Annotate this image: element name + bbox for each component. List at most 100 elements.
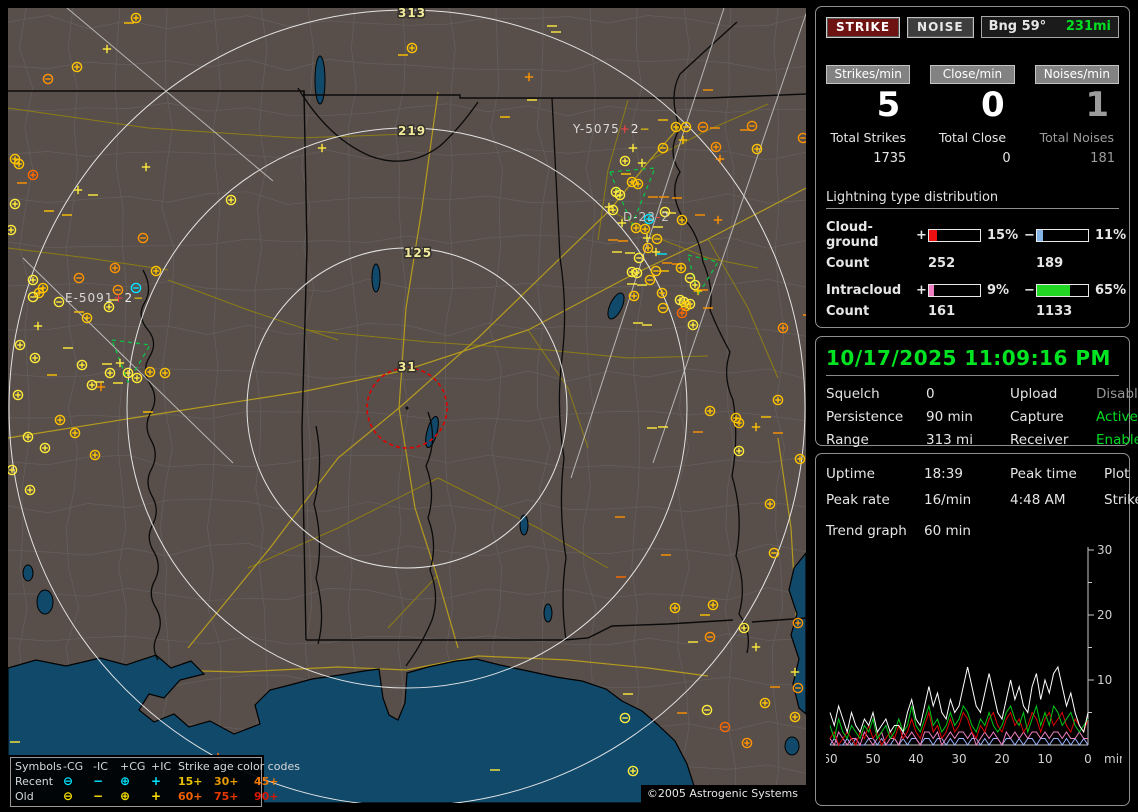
status-panel: 10/17/2025 11:09:16 PM Squelch 0 Upload … [815, 336, 1138, 448]
rate-value: 1 [1085, 85, 1109, 125]
storm-track-line [652, 12, 806, 464]
strike-symbol [704, 631, 716, 643]
strike-symbol [89, 449, 101, 461]
strike-symbol [137, 232, 149, 244]
pink-line [829, 730, 1088, 747]
strike-symbol [713, 215, 723, 225]
strike-symbol [772, 394, 784, 406]
strike-symbol [738, 622, 750, 634]
strike-symbol [715, 154, 725, 164]
total-value: 181 [1090, 151, 1115, 166]
storm-track-line [66, 8, 274, 182]
strike-symbol [768, 547, 780, 559]
road [597, 99, 629, 241]
strike-symbol [104, 367, 116, 379]
negative-count: 189 [1036, 256, 1064, 271]
storm-cell-label: E-5091+2− [65, 291, 144, 305]
strike-symbol [657, 302, 669, 314]
strike-symbol [27, 291, 39, 303]
legend-header-row: Symbols -CG -IC +CG +IC Strike age color c… [15, 760, 300, 773]
strike-symbol [406, 42, 418, 54]
strike-symbol [676, 307, 688, 319]
atlantic-coast [788, 552, 806, 715]
distribution-title: Lightning type distribution [826, 190, 1119, 209]
strike-symbol [39, 442, 51, 454]
strike-symbol [751, 143, 763, 155]
strike-symbol [27, 274, 39, 286]
rate-chip[interactable]: Noises/min [1034, 65, 1119, 84]
strike-symbol [14, 339, 26, 351]
session-label: Uptime [826, 466, 875, 482]
lake [784, 736, 800, 756]
strike-symbol [657, 142, 669, 154]
strike-button[interactable]: STRIKE [826, 16, 901, 38]
lake [371, 263, 381, 293]
status-label: Receiver [1010, 432, 1069, 448]
map-canvas[interactable]: 313 219 125 31 Y-5075+2− D-23-2 E-5091+2− [8, 8, 806, 803]
total-label: Total Strikes [830, 130, 906, 145]
strike-symbol [651, 247, 661, 257]
status-value: 0 [926, 386, 935, 402]
strike-symbol [86, 379, 98, 391]
river [297, 87, 479, 162]
trend-graph-value: 60 min [924, 523, 971, 539]
total-value: 0 [1002, 151, 1011, 166]
negative-pct: 11% [1095, 227, 1127, 243]
positive-bar [928, 284, 981, 297]
status-value: 90 min [926, 409, 973, 425]
road [167, 279, 339, 341]
rate-value: 5 [876, 85, 901, 125]
strike-symbol [29, 352, 41, 364]
legend-old-row: Old ⊖ − ⊕ +60+ 75+ 90+ [15, 789, 279, 803]
strike-symbol [141, 162, 151, 172]
distribution-row: Intracloud + 9% − 65% [826, 283, 1126, 298]
dist-type-label: Intracloud [826, 283, 902, 298]
storm-cell-label: Y-5075+2− [572, 122, 651, 136]
status-label: Upload [1010, 386, 1058, 402]
strike-symbol [651, 233, 663, 245]
bearing-readout: Bng 59° 231mi [980, 16, 1119, 38]
strike-symbol [759, 697, 771, 709]
strike-symbol [680, 121, 692, 133]
x-tick-label: 20 [994, 752, 1009, 766]
noise-button[interactable]: NOISE [907, 16, 974, 38]
storm-track-line [22, 257, 234, 464]
strike-symbol [9, 198, 21, 210]
x-axis-unit: min [1104, 752, 1122, 766]
session-grid: Uptime 18:39 Peak time Plot Peak rate 16/… [826, 466, 1138, 508]
session-value: Plot [1104, 466, 1130, 482]
range-ring-label: 219 [398, 124, 426, 138]
strike-symbol [687, 319, 699, 331]
strike-symbol [626, 176, 638, 188]
highway [405, 655, 709, 677]
x-tick-label: 10 [1037, 752, 1052, 766]
strike-symbol [131, 372, 143, 384]
road [387, 575, 438, 629]
state-border [301, 90, 308, 641]
range-ring-label: 31 [398, 360, 417, 374]
count-row: Count 252 189 [826, 256, 1119, 271]
road [305, 329, 709, 359]
strike-symbol [8, 224, 17, 236]
strike-symbol [53, 296, 65, 308]
dist-type-label: Cloud-ground [826, 220, 879, 250]
legend-recent-row: Recent ⊖ − ⊕ +15+ 30+ 45+ [15, 774, 279, 788]
strike-symbol [150, 265, 162, 277]
strike-symbol [76, 359, 88, 371]
y-tick-label: 30 [1097, 543, 1112, 557]
rate-chip[interactable]: Close/min [930, 65, 1015, 84]
close-alarm-ring [366, 367, 448, 449]
rate-chip[interactable]: Strikes/min [826, 65, 911, 84]
x-tick-label: 0 [1084, 752, 1092, 766]
session-value: Strike [1104, 492, 1138, 508]
strike-symbol [644, 274, 656, 286]
strike-symbol [790, 667, 800, 677]
rate-stat-column: Close/min 0 Total Close 0 [930, 65, 1015, 166]
strike-symbol [42, 73, 54, 85]
strike-symbol [689, 279, 701, 291]
lightning-map[interactable]: 313 219 125 31 Y-5075+2− D-23-2 E-5091+2− Symb… [8, 8, 806, 807]
road [527, 329, 589, 449]
x-tick-label: 60 [826, 752, 838, 766]
strike-symbol [794, 453, 806, 465]
